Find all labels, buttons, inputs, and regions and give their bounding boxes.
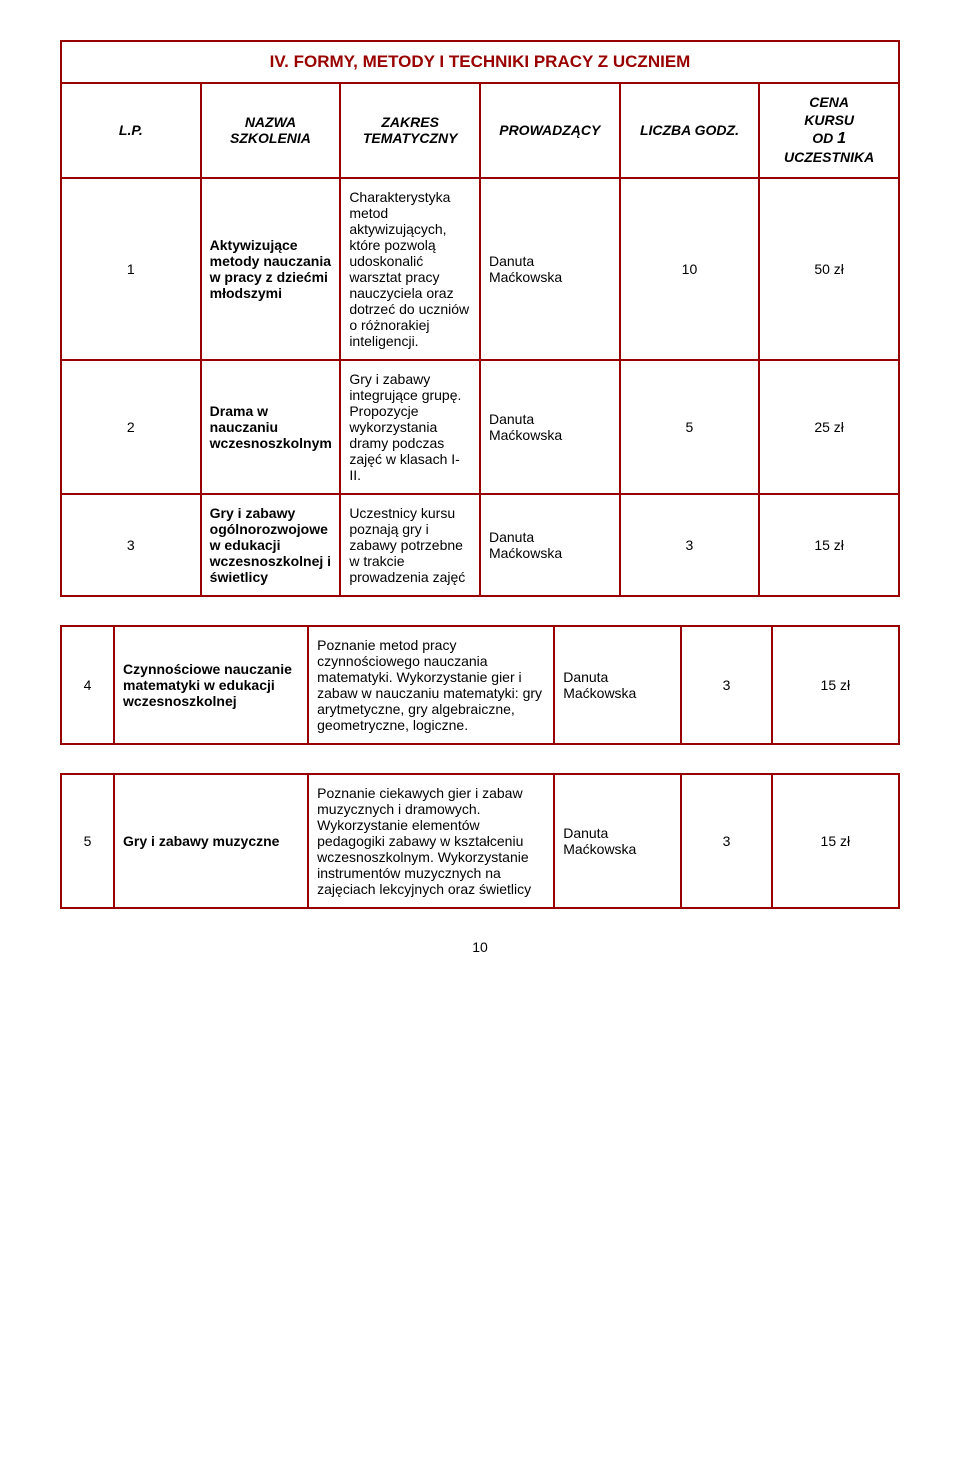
cell-hours: 10	[620, 178, 760, 360]
header-scope: ZAKRES TEMATYCZNY	[340, 83, 480, 178]
header-hours: LICZBA GODZ.	[620, 83, 760, 178]
cell-price: 25 zł	[759, 360, 899, 494]
section-title-row: IV. FORMY, METODY I TECHNIKI PRACY Z UCZ…	[61, 41, 899, 83]
cell-lp: 1	[61, 178, 201, 360]
header-lead: PROWADZĄCY	[480, 83, 620, 178]
header-lp: L.P.	[61, 83, 201, 178]
cell-price: 15 zł	[759, 494, 899, 596]
training-table-block-2: 4 Czynnościowe nauczanie matematyki w ed…	[60, 625, 900, 745]
cell-scope: Gry i zabawy integrujące grupę. Propozyc…	[340, 360, 480, 494]
cell-lead: Danuta Maćkowska	[554, 626, 681, 744]
cell-hours: 3	[681, 774, 771, 908]
table-gap	[60, 745, 900, 773]
header-price-l3: OD	[812, 130, 833, 146]
header-price: CENA KURSU OD 1 UCZESTNIKA	[759, 83, 899, 178]
cell-lead: Danuta Maćkowska	[480, 494, 620, 596]
cell-price: 50 zł	[759, 178, 899, 360]
table-row: 1 Aktywizujące metody nauczania w pracy …	[61, 178, 899, 360]
table-row: 2 Drama w nauczaniu wczesnoszkolnym Gry …	[61, 360, 899, 494]
cell-name: Drama w nauczaniu wczesnoszkolnym	[201, 360, 341, 494]
table-gap	[60, 597, 900, 625]
cell-name: Gry i zabawy ogólnorozwojowe w edukacji …	[201, 494, 341, 596]
cell-name: Aktywizujące metody nauczania w pracy z …	[201, 178, 341, 360]
header-price-l4: UCZESTNIKA	[784, 149, 874, 165]
page-number: 10	[60, 909, 900, 955]
table-row: 5 Gry i zabawy muzyczne Poznanie ciekawy…	[61, 774, 899, 908]
cell-hours: 3	[620, 494, 760, 596]
cell-lp: 2	[61, 360, 201, 494]
cell-scope: Poznanie ciekawych gier i zabaw muzyczny…	[308, 774, 554, 908]
header-name: NAZWA SZKOLENIA	[201, 83, 341, 178]
cell-scope: Charakterystyka metod aktywizujących, kt…	[340, 178, 480, 360]
cell-scope: Uczestnicy kursu poznają gry i zabawy po…	[340, 494, 480, 596]
cell-hours: 3	[681, 626, 771, 744]
cell-lp: 3	[61, 494, 201, 596]
header-price-n: 1	[837, 130, 846, 147]
cell-price: 15 zł	[772, 626, 899, 744]
header-price-l1: CENA	[809, 94, 849, 110]
cell-price: 15 zł	[772, 774, 899, 908]
section-title: IV. FORMY, METODY I TECHNIKI PRACY Z UCZ…	[61, 41, 899, 83]
training-table-block-1: IV. FORMY, METODY I TECHNIKI PRACY Z UCZ…	[60, 40, 900, 597]
cell-scope: Poznanie metod pracy czynnościowego nauc…	[308, 626, 554, 744]
page: IV. FORMY, METODY I TECHNIKI PRACY Z UCZ…	[0, 0, 960, 955]
cell-lp: 5	[61, 774, 114, 908]
table-header-row: L.P. NAZWA SZKOLENIA ZAKRES TEMATYCZNY P…	[61, 83, 899, 178]
cell-name: Gry i zabawy muzyczne	[114, 774, 308, 908]
header-price-l2: KURSU	[804, 112, 854, 128]
table-row: 3 Gry i zabawy ogólnorozwojowe w edukacj…	[61, 494, 899, 596]
table-row: 4 Czynnościowe nauczanie matematyki w ed…	[61, 626, 899, 744]
cell-lead: Danuta Maćkowska	[480, 178, 620, 360]
training-table-block-3: 5 Gry i zabawy muzyczne Poznanie ciekawy…	[60, 773, 900, 909]
cell-name: Czynnościowe nauczanie matematyki w eduk…	[114, 626, 308, 744]
cell-lead: Danuta Maćkowska	[554, 774, 681, 908]
cell-lead: Danuta Maćkowska	[480, 360, 620, 494]
cell-lp: 4	[61, 626, 114, 744]
cell-hours: 5	[620, 360, 760, 494]
